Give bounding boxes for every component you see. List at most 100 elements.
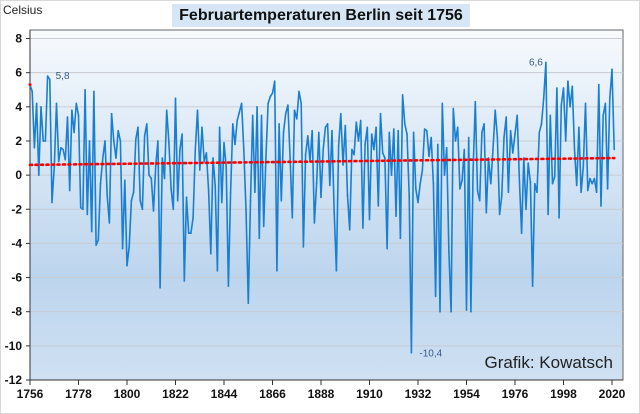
x-tick-label: 1778 [65,387,92,401]
x-tick-label: 1976 [502,387,529,401]
y-tick-label: -12 [5,373,23,387]
data-point [71,109,73,112]
data-point [430,136,433,139]
data-point [243,148,245,151]
data-point [60,147,62,149]
data-label: -10,4 [419,349,442,360]
data-point [86,213,89,216]
data-point [137,126,139,129]
data-point [357,140,360,142]
data-point [476,189,479,192]
data-point [432,182,435,185]
data-point [258,237,261,240]
data-point [340,112,342,115]
data-point [456,126,459,129]
x-tick-label: 1800 [114,387,141,401]
data-point [300,102,302,105]
data-point [280,199,283,202]
data-point [419,182,422,185]
data-point [337,145,340,147]
data-point [64,158,67,161]
data-point [379,112,382,115]
data-point [562,87,565,89]
data-point [238,111,241,113]
data-point [558,217,560,219]
data-point [289,157,291,159]
data-point [575,184,578,187]
x-tick-label: 1844 [211,387,238,401]
data-point [492,148,494,151]
data-point [536,191,538,193]
data-point [518,179,521,182]
data-point [95,244,97,246]
data-point [412,131,415,134]
data-point [196,109,199,112]
data-point [232,123,234,125]
data-point [207,189,210,192]
data-point [313,222,316,224]
data-point [192,217,194,219]
data-point [33,147,36,149]
data-point [414,187,417,190]
data-point [223,141,225,144]
data-point [573,148,576,151]
data-point [604,102,607,105]
data-point [93,90,95,93]
data-point [531,285,534,287]
data-point [401,94,404,96]
data-point [549,114,552,117]
data-point [181,133,183,135]
data-point [421,169,424,171]
data-point [119,140,122,142]
data-point [452,107,455,110]
data-point [584,102,587,105]
data-point [494,109,496,112]
data-point [329,184,331,187]
data-point [322,148,325,151]
data-point [130,199,133,202]
y-tick-label: 2 [15,134,22,148]
data-point [225,165,228,168]
data-point [406,133,408,135]
data-point [569,106,571,108]
data-point [359,119,362,122]
x-tick-label: 1756 [17,387,44,401]
data-point [44,140,47,142]
data-point [165,109,168,112]
data-point [529,181,532,183]
data-point [556,87,558,89]
data-point [582,165,585,168]
data-point [298,90,300,93]
data-point [315,182,318,185]
data-point [84,88,86,91]
y-tick-label: -10 [5,339,23,353]
data-point [410,351,413,354]
data-point [463,148,466,151]
data-point [395,215,397,217]
data-point [426,129,428,132]
data-point [212,157,214,159]
x-tick-label: 1954 [453,387,480,401]
data-point [386,247,388,250]
data-point [439,310,441,313]
data-point [496,136,499,139]
data-point [304,153,307,156]
data-point [203,160,205,163]
data-point [273,80,276,83]
x-tick-label: 1998 [550,387,577,401]
data-point [489,182,492,185]
data-point [256,106,258,108]
data-point [364,143,366,146]
data-point [351,148,353,151]
data-point [117,129,119,132]
data-point [408,194,410,197]
data-point [278,123,280,125]
y-tick-label: -2 [11,202,22,216]
data-point [75,102,78,105]
data-point [216,269,219,272]
data-point [159,287,161,289]
data-point [306,135,309,137]
data-point [106,194,108,197]
data-point [454,140,457,142]
